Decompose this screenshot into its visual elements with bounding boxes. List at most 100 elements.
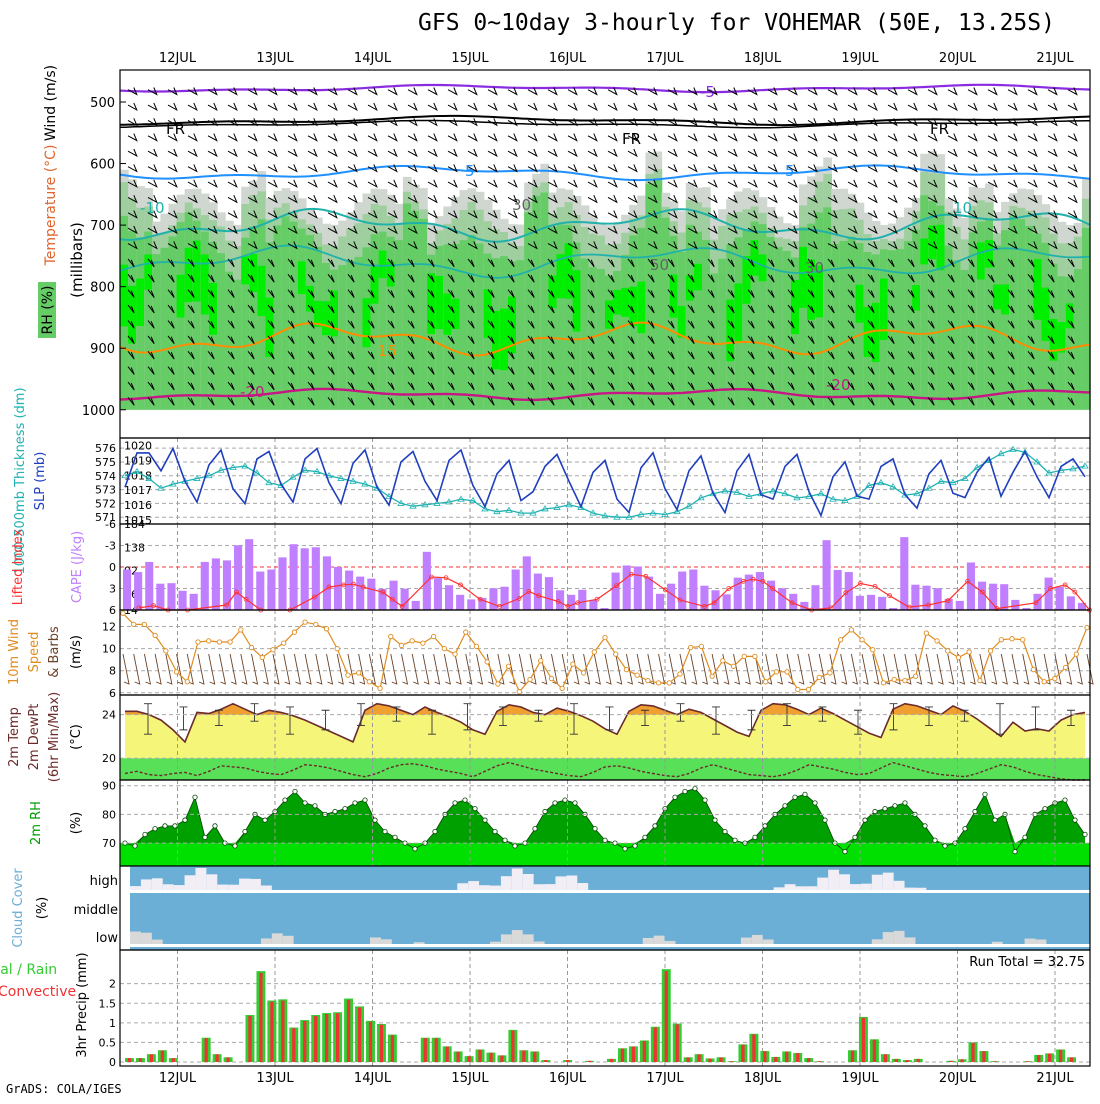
slp-frame [119, 437, 1091, 525]
wind-barb [867, 102, 878, 112]
precip-frame [119, 949, 1091, 1067]
wind-barb [587, 179, 598, 188]
rh-shade-bright [993, 284, 1002, 310]
li-point [628, 571, 634, 577]
wind-barb [947, 335, 955, 345]
rh2m-point [1042, 806, 1048, 812]
li-point [843, 590, 849, 596]
wind-barb [807, 210, 818, 219]
cape-bar [322, 556, 331, 610]
rh-shade-bright [613, 289, 622, 315]
ylabel-cloud-cover: Cloud Cover [11, 868, 26, 948]
rh-legend-swatch [38, 282, 56, 338]
rh-shade-green [160, 247, 170, 410]
wind-barb [187, 133, 198, 142]
thickness-point [409, 502, 417, 509]
wind-barb [627, 366, 635, 375]
wind-barb [427, 148, 438, 158]
wind-barb [407, 195, 418, 204]
cape-bar [989, 583, 998, 610]
wind-barb [187, 335, 195, 345]
li-point [906, 604, 912, 610]
rh2m-point [352, 800, 358, 806]
wind-barb [127, 148, 138, 158]
cloud-high-bar [250, 878, 261, 890]
wind-barb [487, 320, 495, 329]
cloud-divider-high [130, 890, 1090, 893]
rh-shade-green [968, 232, 978, 410]
wind-barb [267, 179, 278, 188]
wind-barb [507, 335, 515, 345]
wind-speed-point [1084, 625, 1090, 631]
wind-barb [687, 133, 698, 142]
cape-bar [722, 594, 731, 610]
wind-barb-10m [593, 653, 601, 685]
cloud-high-bar [162, 884, 174, 890]
cape-bar [123, 569, 132, 610]
li-point [643, 573, 649, 579]
wind-barb [867, 164, 878, 173]
cloud-high-bar [195, 868, 207, 890]
cape-bar [1055, 586, 1064, 610]
wind-barb [187, 195, 198, 204]
rh-shade-green [540, 192, 550, 410]
wind-barb-10m [711, 653, 719, 685]
wind-barb [207, 148, 218, 158]
wind-barb [407, 225, 418, 235]
wind-barb [927, 102, 938, 112]
wind-barb [487, 225, 498, 235]
thickness-point [325, 472, 333, 479]
wind-barb [307, 241, 318, 250]
wind-barb [167, 335, 175, 345]
wind-barb [827, 210, 838, 219]
wind-barb-10m [293, 653, 301, 685]
rh-shade-green [952, 260, 962, 410]
wind-barb [547, 304, 555, 314]
rh2m-point [152, 826, 158, 832]
wind-barb [1027, 164, 1038, 173]
wind-barb [967, 304, 975, 314]
cape-bar [900, 537, 909, 610]
rh2m-point [692, 785, 698, 792]
wind-barb-10m [529, 653, 537, 685]
rh2m-point [842, 849, 848, 855]
wind-speed-point [302, 619, 308, 625]
wind-barb [847, 102, 858, 112]
wind-barb [947, 179, 958, 188]
wind-barb [667, 225, 678, 235]
wind-barb [627, 350, 635, 360]
wind-speed-point [912, 673, 919, 679]
wind-barb [687, 87, 698, 96]
cape-bar [711, 590, 720, 610]
wind-barb [627, 241, 638, 250]
cape-bar [234, 545, 243, 610]
wind-barb [267, 241, 278, 250]
wind-barb-10m [379, 653, 387, 685]
li-tick-label: 0 [109, 561, 116, 574]
wind-barb [1067, 87, 1078, 96]
wind-barb [187, 102, 198, 112]
wind-barb [1007, 148, 1018, 158]
rh2m-point [282, 797, 288, 803]
wind-barb [167, 148, 178, 158]
thickness-point [937, 477, 945, 484]
wind-barb [427, 225, 438, 235]
wind-barb-10m [915, 653, 923, 685]
cape-bar [822, 540, 831, 610]
rh-shade-bright [807, 259, 816, 320]
wind-barb [1007, 87, 1018, 96]
wind-barb [1067, 350, 1075, 360]
rh-shade-green [774, 247, 784, 410]
rh2m-point [722, 828, 728, 835]
wind-barb [127, 274, 135, 283]
ylabel-lifted-index: Lifted Index [11, 528, 26, 605]
precip-convective-bar [982, 1051, 986, 1062]
precip-convective-bar [292, 1028, 296, 1062]
wind-barb [547, 118, 558, 127]
wind-barb-10m [840, 653, 848, 685]
wind-barb [147, 350, 155, 360]
thickness-point [301, 466, 309, 473]
wind-barb [747, 397, 755, 406]
wind-barb [607, 397, 615, 406]
rh-shade-bright [734, 283, 744, 342]
